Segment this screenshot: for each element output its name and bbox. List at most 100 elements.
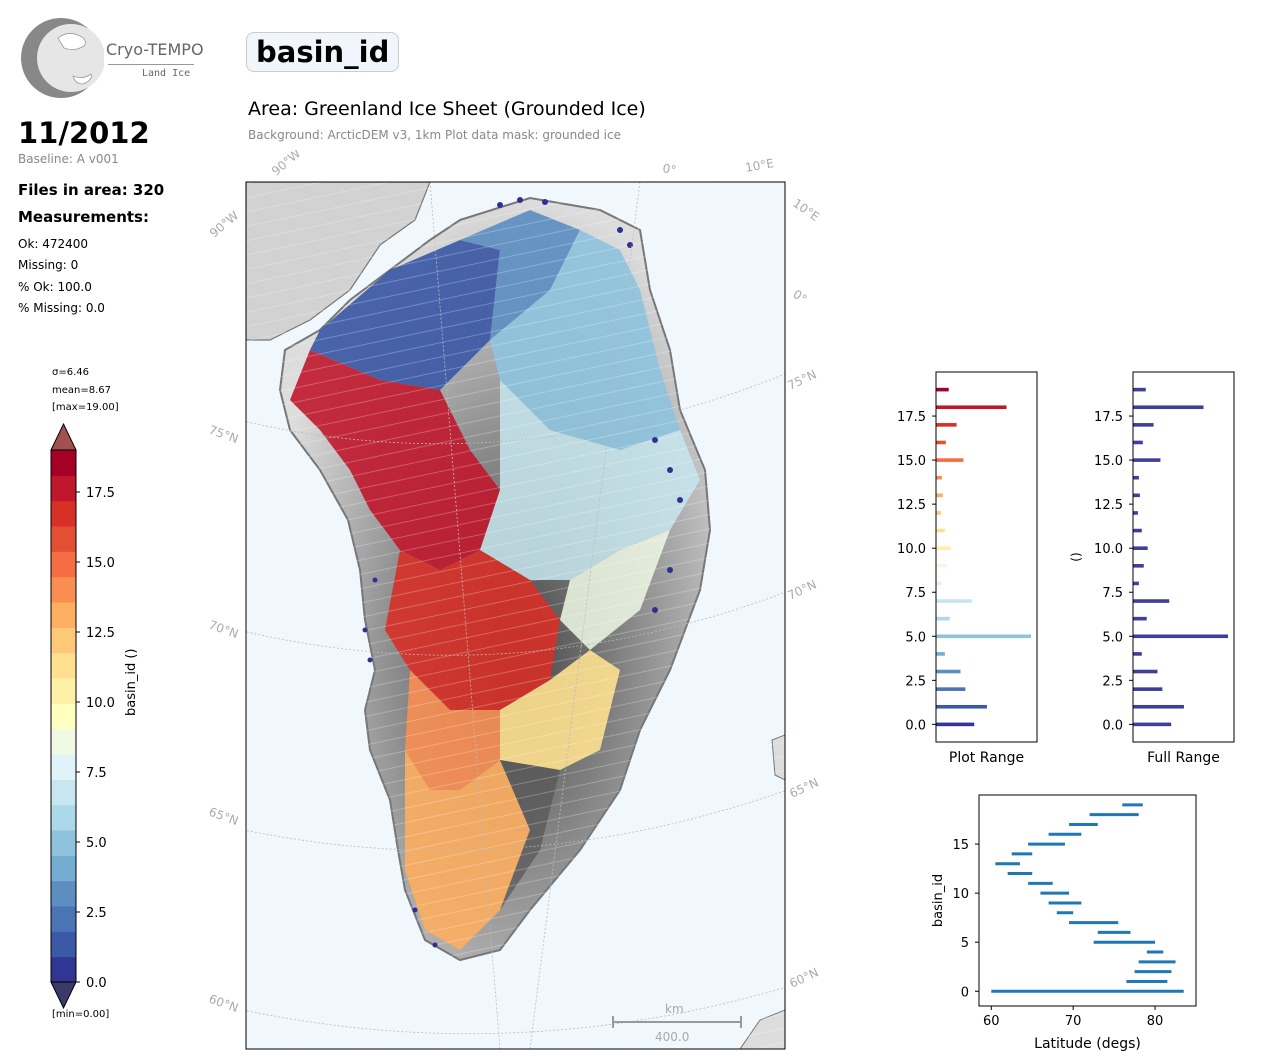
lon-label-10e-top: 10°E: [744, 156, 775, 175]
histogram-bar: [936, 599, 973, 603]
colorbar-label: basin_id (): [124, 648, 139, 716]
histogram-tick-label: 2.5: [1102, 674, 1123, 689]
histogram-bar: [1133, 722, 1172, 727]
scatter-xlabel: Latitude (degs): [1034, 1036, 1141, 1052]
pct-ok: % Ok: 100.0: [18, 280, 92, 294]
histogram-bar: [936, 458, 964, 462]
histogram-bar: [936, 634, 1031, 639]
colorbar-segment: [51, 779, 76, 806]
histogram-tick-label: 17.5: [1094, 410, 1123, 425]
histogram-bar: [936, 387, 949, 392]
colorbar-under-arrow: [50, 981, 77, 1010]
histogram-bar: [1133, 511, 1138, 515]
histogram-bar: [1133, 546, 1148, 550]
scale-unit: km: [665, 1002, 684, 1016]
histogram-bar: [1133, 687, 1163, 691]
lat-label-65-right: 65°N: [787, 775, 820, 800]
lat-label-70-left: 70°N: [207, 618, 240, 642]
histogram-tick-label: 0.0: [905, 718, 926, 733]
colorbar-segment: [51, 652, 76, 679]
logo-icon: [21, 18, 104, 98]
histogram-bar: [1133, 616, 1147, 621]
colorbar-tick-label: 5.0: [86, 836, 107, 851]
histogram-bar: [1133, 669, 1158, 674]
colorbar-segment: [51, 627, 76, 654]
histogram-bar: [936, 405, 1007, 410]
period-label: 11/2012: [18, 116, 150, 150]
histogram-bar: [1133, 704, 1184, 709]
lat-label-60-right: 60°N: [787, 965, 820, 990]
lon-label-90w-left: 90°W: [207, 208, 241, 240]
colorbar-segment: [51, 526, 76, 552]
baseline-label: Baseline: A v001: [18, 152, 119, 166]
colorbar-segment: [51, 804, 76, 831]
histogram-tick-label: 10.0: [897, 542, 926, 557]
colorbar-max: [max=19.00]: [52, 402, 119, 413]
histogram-bar: [936, 722, 975, 727]
colorbar-tick-label: 0.0: [86, 976, 107, 991]
missing-count: Missing: 0: [18, 258, 79, 272]
colorbar-segment: [51, 500, 76, 527]
histogram-bar: [936, 581, 942, 586]
histogram-tick-label: 5.0: [905, 630, 926, 645]
histogram-bar: [1133, 387, 1146, 392]
variable-title: basin_id: [246, 32, 400, 72]
histogram-bar: [936, 564, 947, 568]
colorbar-segment: [51, 703, 76, 730]
colorbar-segment: [51, 754, 76, 780]
histogram-ylabel: (): [1069, 552, 1083, 561]
lat-label-70-right: 70°N: [785, 577, 818, 602]
histogram-bar: [936, 616, 950, 621]
colorbar-over-arrow: [50, 422, 77, 451]
histogram-bar: [1133, 475, 1139, 480]
colorbar-segment: [51, 450, 76, 476]
lon-label-10e-side: 10°E: [790, 196, 822, 224]
histogram-bar: [936, 669, 961, 674]
scatter-xtick-label: 80: [1147, 1014, 1164, 1029]
histogram-bar: [936, 493, 943, 498]
colorbar-tick-label: 7.5: [86, 766, 107, 781]
histogram-bar: [1133, 634, 1228, 639]
scatter-ylabel: basin_id: [931, 874, 946, 927]
scatter-ytick-label: 15: [952, 838, 969, 853]
histogram-bar: [1133, 528, 1142, 533]
lat-label-75-right: 75°N: [785, 367, 818, 392]
histogram-tick-label: 12.5: [897, 498, 926, 513]
histogram-tick-label: 0.0: [1102, 718, 1123, 733]
lat-label-60-left: 60°N: [207, 992, 240, 1016]
colorbar-min: [min=0.00]: [52, 1009, 110, 1020]
full-range-histogram: 0.0 2.5 5.0 7.5 10.0 12.5 15.0 17.5 Full Range (): [1069, 371, 1235, 766]
histogram-bar: [936, 528, 945, 533]
colorbar: 0.0 2.5 5.0 7.5 10.0 12.5 15.0 17.5: [50, 422, 115, 1010]
colorbar-segment: [51, 475, 76, 502]
coastal-points: [362, 197, 683, 948]
histogram-bar: [1133, 581, 1139, 586]
histogram-tick-label: 15.0: [897, 454, 926, 469]
ok-count: Ok: 472400: [18, 237, 89, 251]
histogram-bar: [936, 652, 945, 656]
histogram-bar: [1133, 564, 1144, 568]
colorbar-segment: [51, 931, 76, 958]
histogram-bar: [1133, 599, 1170, 603]
colorbar-frame: [50, 449, 77, 983]
scatter-xtick-label: 70: [1065, 1014, 1082, 1029]
background-note: Background: ArcticDEM v3, 1km Plot data …: [248, 128, 621, 142]
colorbar-tick-label: 17.5: [86, 486, 115, 501]
colorbar-segment: [51, 678, 76, 704]
histogram-tick-label: 2.5: [905, 674, 926, 689]
plot-range-histogram: 0.0 2.5 5.0 7.5 10.0 12.5 15.0 17.5 Plot Range: [897, 371, 1038, 766]
lon-label-90w-top: 90°W: [269, 150, 303, 178]
histogram-bar: [1133, 440, 1143, 445]
histogram-bar: [936, 511, 941, 515]
colorbar-segment: [51, 880, 76, 907]
colorbar-tick-label: 10.0: [86, 696, 115, 711]
histogram-tick-label: 5.0: [1102, 630, 1123, 645]
scatter-frame: [978, 794, 1197, 1007]
pct-missing: % Missing: 0.0: [18, 301, 105, 315]
colorbar-segment: [51, 551, 76, 578]
scatter-xtick-label: 60: [983, 1014, 1000, 1029]
lon-label-0-top: 0°: [661, 161, 677, 177]
colorbar-tick-label: 2.5: [86, 906, 107, 921]
histogram-bar: [936, 475, 942, 480]
histogram-bar: [936, 440, 946, 445]
